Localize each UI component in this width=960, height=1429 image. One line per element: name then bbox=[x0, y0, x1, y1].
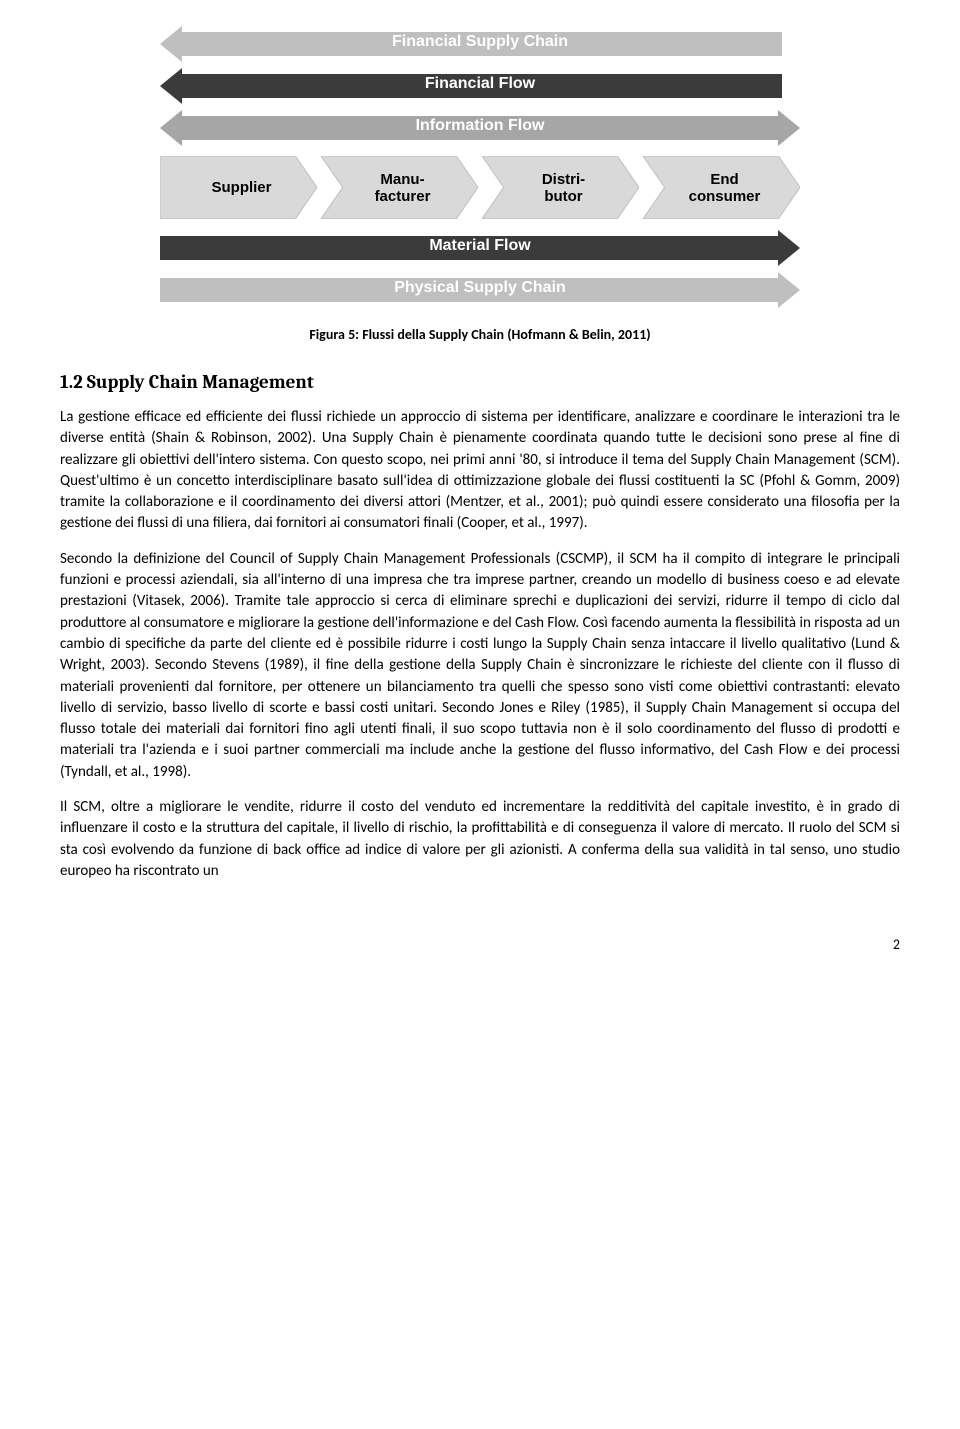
label-if: Information Flow bbox=[160, 117, 800, 135]
paragraph-3: Il SCM, oltre a migliorare le vendite, r… bbox=[60, 797, 900, 882]
paragraph-1: La gestione efficace ed efficiente dei f… bbox=[60, 407, 900, 535]
chevron-supplier: Supplier bbox=[160, 156, 317, 220]
chevron-manufacturer: Manu-facturer bbox=[321, 156, 478, 220]
page-number: 2 bbox=[0, 936, 960, 965]
chevron-end-consumer: Endconsumer bbox=[643, 156, 800, 220]
document-page: Financial Supply Chain Financial Flow In… bbox=[0, 0, 960, 936]
arrow-physical-supply-chain: Physical Supply Chain bbox=[160, 272, 800, 308]
figure-caption: Figura 5: Flussi della Supply Chain (Hof… bbox=[60, 326, 900, 343]
arrow-financial-flow: Financial Flow bbox=[160, 68, 800, 104]
section-title-text: Supply Chain Management bbox=[87, 371, 314, 393]
arrow-financial-supply-chain: Financial Supply Chain bbox=[160, 26, 800, 62]
arrow-material-flow: Material Flow bbox=[160, 230, 800, 266]
paragraph-2: Secondo la definizione del Council of Su… bbox=[60, 549, 900, 783]
chevron-end-consumer-label: Endconsumer bbox=[683, 171, 761, 206]
chevron-distributor-label: Distri-butor bbox=[536, 171, 585, 206]
chevron-manufacturer-label: Manu-facturer bbox=[369, 171, 431, 206]
chevron-distributor: Distri-butor bbox=[482, 156, 639, 220]
label-psc: Physical Supply Chain bbox=[160, 279, 800, 297]
section-heading: 1.2 Supply Chain Management bbox=[60, 371, 900, 393]
supply-chain-diagram: Financial Supply Chain Financial Flow In… bbox=[160, 26, 800, 308]
chevron-supplier-label: Supplier bbox=[205, 179, 271, 196]
label-ff: Financial Flow bbox=[160, 75, 800, 93]
label-mf: Material Flow bbox=[160, 237, 800, 255]
chevron-row: Supplier Manu-facturer Distri-butor Endc… bbox=[160, 156, 800, 220]
arrow-information-flow: Information Flow bbox=[160, 110, 800, 146]
label-fsc: Financial Supply Chain bbox=[160, 33, 800, 51]
section-number: 1.2 bbox=[60, 371, 83, 393]
